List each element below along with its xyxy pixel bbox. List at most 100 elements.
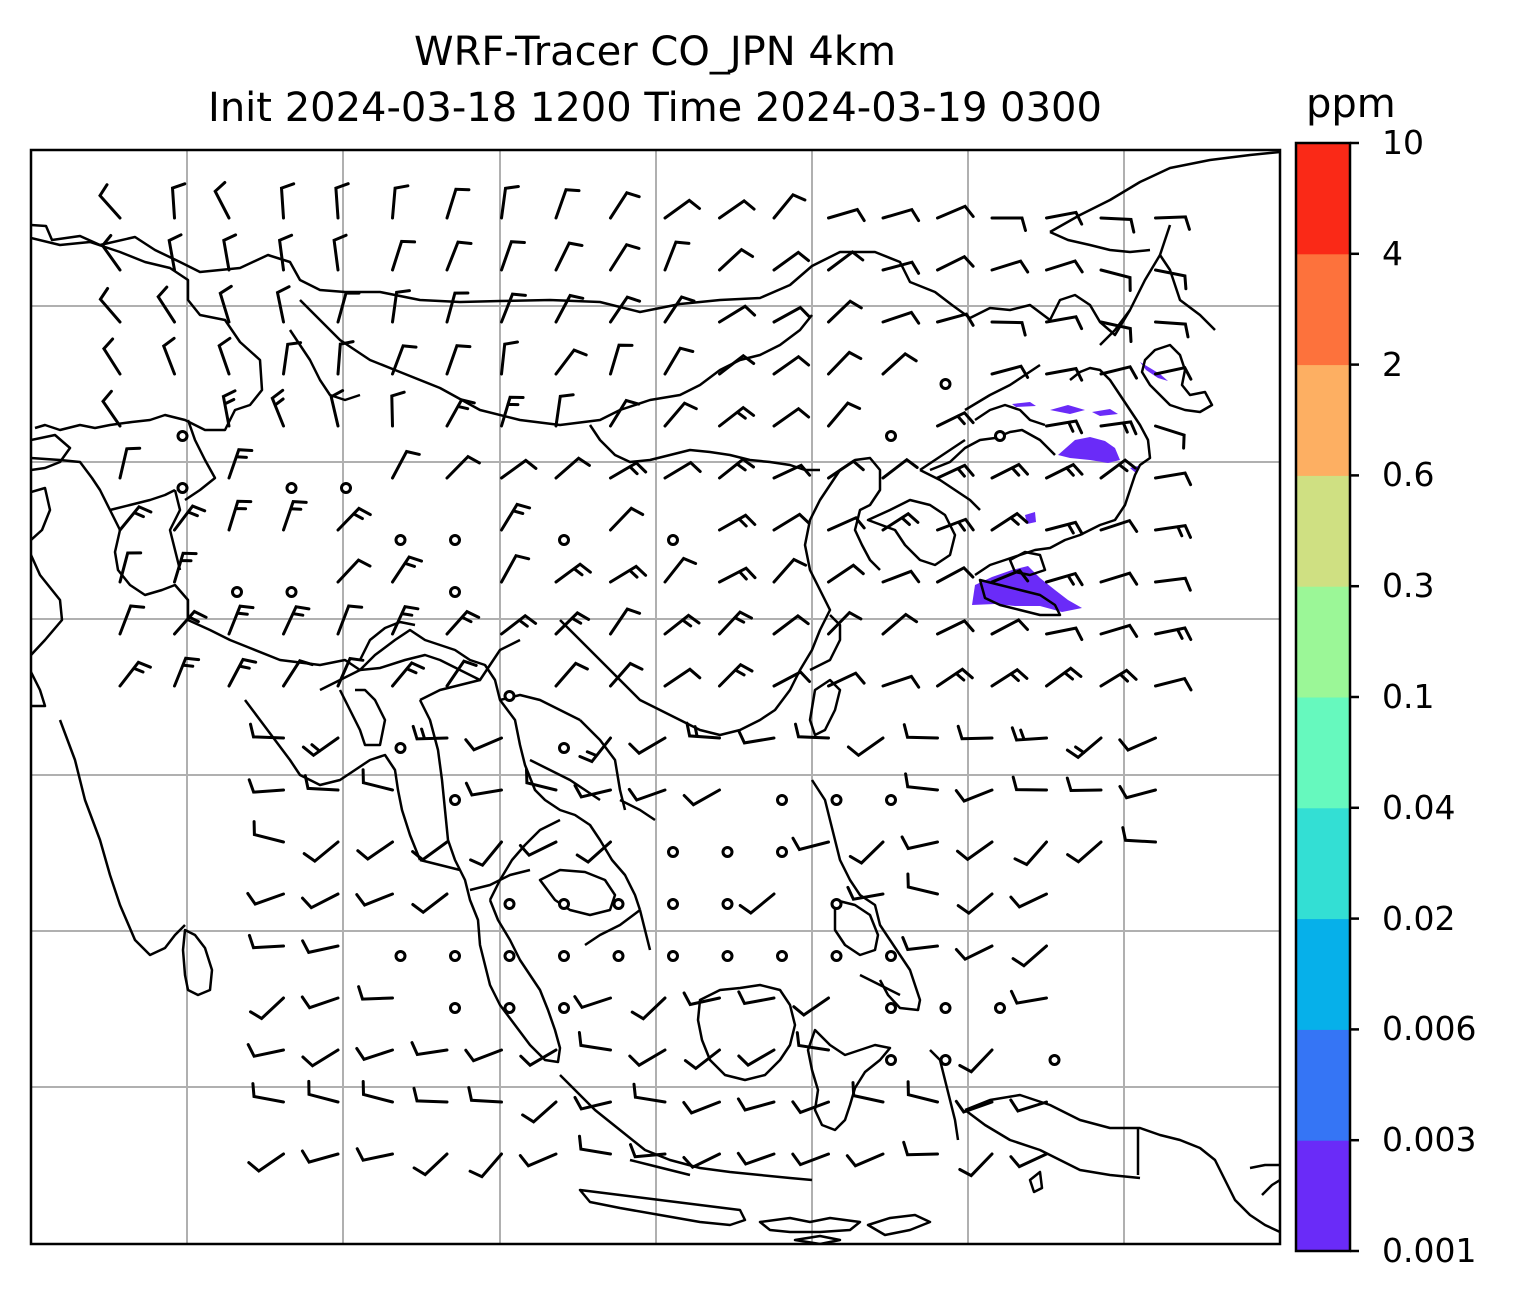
wind-barb xyxy=(794,722,830,740)
wind-barb xyxy=(851,1081,885,1104)
calm-wind-marker xyxy=(285,586,298,598)
wind-barb xyxy=(845,1152,885,1168)
calm-wind-marker xyxy=(721,898,734,910)
wind-barb xyxy=(500,185,520,220)
wind-barb xyxy=(1045,462,1084,480)
wind-barb xyxy=(936,312,975,327)
wind-barb xyxy=(156,285,176,324)
wind-barb xyxy=(1009,892,1048,909)
wind-barb xyxy=(227,499,253,532)
wind-barb xyxy=(990,462,1029,480)
wind-barb xyxy=(1045,419,1084,435)
wind-barb xyxy=(1099,268,1132,292)
wind-barb xyxy=(98,183,122,220)
wind-barb xyxy=(301,939,340,955)
wind-barb xyxy=(772,614,810,636)
wind-barb xyxy=(1011,775,1048,792)
wind-barb xyxy=(718,199,756,220)
colorbar-segment xyxy=(1296,1029,1350,1141)
wind-barb xyxy=(361,1080,394,1104)
wind-barb xyxy=(718,566,757,584)
wind-barb xyxy=(990,618,1029,636)
wind-barb xyxy=(336,340,355,376)
wind-barb xyxy=(990,511,1029,532)
wind-barb xyxy=(554,611,591,636)
calm-wind-marker xyxy=(449,794,461,806)
wind-barb xyxy=(795,1031,830,1052)
wind-barb xyxy=(554,241,584,272)
calm-wind-marker xyxy=(285,482,298,494)
wind-barb xyxy=(445,240,473,272)
calm-wind-marker xyxy=(558,1002,570,1014)
wind-barb xyxy=(247,1152,285,1173)
wind-barb xyxy=(663,240,691,272)
wind-barb xyxy=(251,1082,285,1104)
wind-barb xyxy=(282,605,311,636)
wind-barb xyxy=(685,721,721,740)
wind-barb xyxy=(846,736,885,758)
wind-barb xyxy=(792,996,830,1017)
calm-wind-marker xyxy=(776,846,788,858)
wind-barb xyxy=(958,1152,994,1178)
wind-barb xyxy=(1099,623,1139,638)
wind-barb xyxy=(1154,471,1193,487)
wind-barb xyxy=(936,619,975,636)
calm-wind-marker xyxy=(449,534,461,546)
wind-barb xyxy=(554,393,575,428)
wind-barb xyxy=(609,343,634,376)
calm-wind-marker xyxy=(776,950,788,962)
wind-barb xyxy=(718,405,756,428)
wind-barb xyxy=(881,207,921,223)
wind-barb xyxy=(609,564,648,584)
wind-barb xyxy=(518,1152,558,1168)
wind-barb xyxy=(1045,210,1084,226)
calm-wind-marker xyxy=(830,950,843,962)
wind-barb xyxy=(1099,571,1139,586)
wind-barb xyxy=(736,1151,776,1166)
wind-barb xyxy=(663,667,702,688)
wind-barb xyxy=(1154,215,1191,231)
wind-barb xyxy=(900,835,939,851)
wind-barb xyxy=(1118,736,1157,752)
wind-barb xyxy=(609,242,641,272)
wind-barb xyxy=(300,995,340,1010)
calm-wind-marker xyxy=(503,1002,516,1014)
wind-barb xyxy=(500,395,525,428)
wind-barb xyxy=(827,671,866,688)
wind-barb xyxy=(791,1152,830,1167)
wind-barb xyxy=(578,1134,612,1156)
calm-wind-marker xyxy=(394,950,407,962)
wind-barb xyxy=(1154,626,1193,641)
wind-barb xyxy=(336,558,372,584)
calm-wind-marker xyxy=(340,482,352,494)
wind-barb xyxy=(573,784,612,799)
wind-barb xyxy=(1045,520,1084,536)
calm-wind-marker xyxy=(830,898,843,910)
wind-barb xyxy=(391,184,410,220)
wind-barb xyxy=(391,605,420,636)
colorbar-segment xyxy=(1296,918,1350,1030)
wind-barb xyxy=(901,936,939,952)
wind-barb xyxy=(464,781,503,797)
wind-barb xyxy=(881,310,921,325)
wind-barb xyxy=(277,233,294,272)
wind-barb xyxy=(469,840,503,868)
wind-barb xyxy=(827,515,866,532)
calm-wind-marker xyxy=(394,534,407,546)
wind-barb xyxy=(682,1100,721,1115)
wind-barb xyxy=(881,511,920,532)
colorbar-tick-label: 0.6 xyxy=(1382,455,1435,495)
wind-barb xyxy=(282,341,303,376)
wind-barb xyxy=(827,459,865,480)
wind-barb xyxy=(954,1099,994,1114)
wind-barb xyxy=(500,613,538,636)
wind-barb xyxy=(101,389,122,428)
calm-wind-marker xyxy=(939,378,952,390)
colorbar-segment xyxy=(1296,364,1350,476)
wind-barb xyxy=(554,456,591,480)
wind-barb xyxy=(301,1048,340,1068)
calm-wind-marker xyxy=(176,430,189,442)
calm-wind-marker xyxy=(667,846,679,858)
wind-barb xyxy=(737,1048,776,1067)
wind-barb xyxy=(391,289,411,324)
